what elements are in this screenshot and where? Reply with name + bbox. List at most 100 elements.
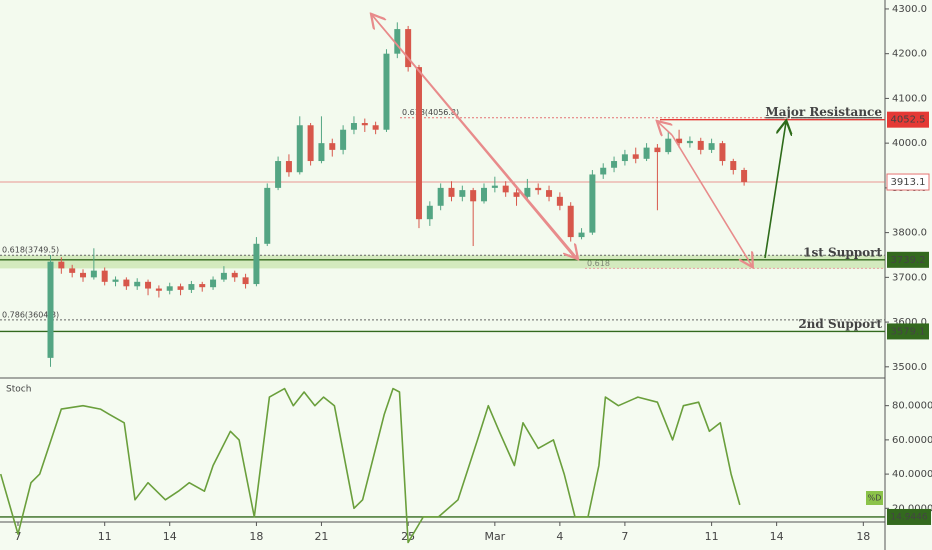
candle-body [448,187,455,197]
candle-body [600,167,607,175]
x-tick-label: 14 [770,530,784,543]
candle-body [264,187,271,244]
fib-label: 0.618 [587,259,610,268]
candle-body [210,279,217,288]
candle-body [589,174,596,233]
candle-body [481,187,488,202]
candle-body [676,138,683,144]
candle-body [372,125,379,130]
arrow [764,122,786,259]
level-label: 1st Support [803,245,882,259]
candle-body [350,123,357,130]
y-tick-label: 4100.0 [892,93,927,104]
candle-body [459,190,466,197]
candle-body [719,143,726,162]
x-tick-label: 7 [621,530,628,543]
candle-body [470,190,477,202]
candle-body [686,140,693,144]
candle-body [361,123,368,126]
candle-body [253,243,260,285]
candle-body [58,261,65,269]
level-label: 2nd Support [798,317,882,331]
price-badge [887,251,929,268]
candle-body [80,272,87,278]
stoch-line [0,387,741,544]
candle-body [177,286,184,290]
candle-body [665,138,672,153]
fib-label: 0.618(3749.5) [2,246,59,255]
candle-body [69,268,76,273]
candle-body [296,125,303,173]
candle-body [611,161,618,168]
y-tick-label: 3500.0 [892,362,927,373]
y2-tick-label: 80.0000 [892,401,932,412]
price-badge-label: 3913.1 [891,177,926,188]
candle-body [188,284,195,290]
candle-body [145,281,152,289]
candle-body [405,29,412,68]
price-badge [887,508,931,525]
y-tick-label: 4300.0 [892,4,927,15]
candle-body [318,143,325,162]
x-tick-label: 4 [556,530,563,543]
candle-body [491,185,498,188]
x-tick-label: 11 [98,530,112,543]
price-badge-label: 14.9446 [890,512,927,522]
y-tick-label: 3800.0 [892,228,927,239]
candle-body [47,261,54,358]
y2-tick-label: 60.0000 [892,435,932,446]
candle-body [90,270,97,278]
candle-body [285,161,292,173]
price-badge-label: 4052.5 [891,115,926,126]
candle-body [546,190,553,197]
candle-body [556,196,563,206]
price-badge [887,323,929,340]
x-tick-label: 7 [14,530,21,543]
candle-body [697,140,704,150]
candle-body [383,53,390,130]
x-tick-label: 18 [856,530,870,543]
candle-body [567,205,574,238]
y-tick-label: 4000.0 [892,138,927,149]
candle-body [329,143,336,150]
candle-body [632,154,639,159]
legend-box [866,491,883,505]
candle-body [112,279,119,282]
candle-body [708,143,715,150]
candle-body [524,187,531,197]
candle-body [415,67,422,220]
arrow [371,14,577,258]
fib-label: 0.786(3604.8) [2,310,59,319]
price-badge-label: 3739.2 [891,255,926,266]
candle-body [123,279,130,287]
candle-body [199,284,206,288]
candle-body [426,205,433,220]
x-tick-label: 18 [249,530,263,543]
y-tick-label: 4200.0 [892,49,927,60]
fib-label: 0.618(4056.8) [402,108,459,117]
x-tick-label: 11 [705,530,719,543]
candle-body [134,281,141,287]
candle-body [437,187,444,206]
candle-body [654,147,661,153]
price-badge [887,111,929,128]
candle-body [730,161,737,170]
candle-body [621,154,628,162]
level-label: Major Resistance [765,105,882,119]
candle-body [741,169,748,183]
candle-body [275,161,282,188]
candle-body [231,272,238,278]
x-tick-label: 21 [314,530,328,543]
arrow [658,122,672,135]
candle-body [502,185,509,193]
x-tick-label: 14 [163,530,177,543]
candle-body [394,29,401,54]
candle-body [166,286,173,291]
candle-body [155,288,162,291]
stoch-title: Stoch [6,385,31,395]
candle-body [340,129,347,150]
x-tick-label: Mar [484,530,505,543]
candle-body [220,272,227,280]
y2-tick-label: 40.0000 [892,469,932,480]
